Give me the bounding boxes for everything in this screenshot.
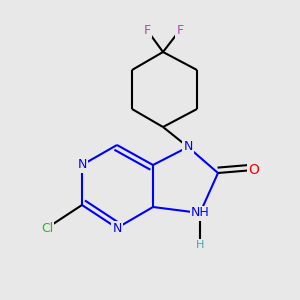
Text: F: F bbox=[143, 23, 151, 37]
Text: NH: NH bbox=[190, 206, 209, 220]
Text: N: N bbox=[112, 221, 122, 235]
Text: F: F bbox=[176, 23, 184, 37]
Text: H: H bbox=[196, 240, 204, 250]
Text: Cl: Cl bbox=[41, 221, 53, 235]
Text: O: O bbox=[249, 163, 260, 177]
Text: N: N bbox=[183, 140, 193, 154]
Text: N: N bbox=[77, 158, 87, 172]
